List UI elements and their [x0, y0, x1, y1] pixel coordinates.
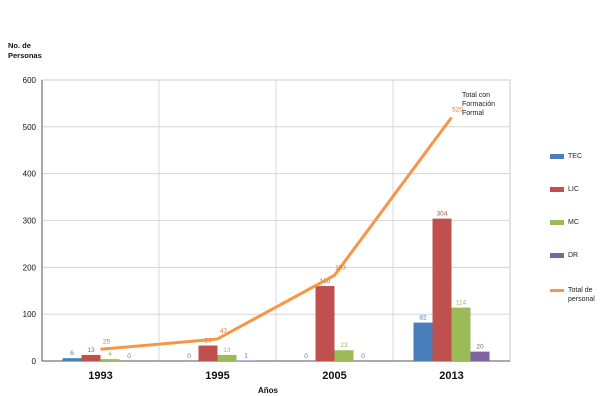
- bar-data-label: 304: [437, 211, 448, 218]
- line-annotation: Total con Formación Formal: [462, 92, 496, 117]
- y-tick-label: 300: [23, 217, 37, 226]
- legend-label: LIC: [568, 186, 579, 193]
- bar-lic: [81, 354, 101, 361]
- bar-data-label: 82: [419, 315, 427, 322]
- bar-data-label: 0: [127, 353, 131, 360]
- bar-data-label: 114: [456, 300, 467, 307]
- bar-data-label: 0: [361, 353, 365, 360]
- legend-item: DR: [550, 251, 578, 260]
- bar-tec: [413, 322, 433, 361]
- bar-lic: [198, 345, 218, 361]
- total-line: [100, 116, 453, 351]
- y-tick-label: 200: [23, 263, 37, 272]
- y-tick-label: 500: [23, 123, 37, 132]
- bar-dr: [470, 351, 490, 361]
- line-data-label: 183: [335, 264, 346, 271]
- bar-data-label: 0: [304, 353, 308, 360]
- x-tick-label: 2005: [322, 370, 346, 382]
- bar-mc: [100, 359, 120, 361]
- legend-item: Total de personal: [550, 286, 595, 304]
- x-axis-title: Años: [258, 386, 278, 395]
- x-tick-label: 2013: [439, 370, 463, 382]
- bar-mc: [451, 307, 471, 361]
- bar-data-label: 20: [476, 344, 484, 351]
- legend-item: LIC: [550, 185, 579, 194]
- legend-label: DR: [568, 252, 579, 259]
- legend-label: MC: [568, 219, 579, 226]
- bar-lic: [315, 286, 335, 361]
- bar-lic: [432, 218, 452, 361]
- y-tick-label: 600: [23, 76, 37, 85]
- line-data-label: 47: [220, 328, 228, 335]
- legend-item: MC: [550, 218, 579, 227]
- bar-mc: [334, 350, 354, 361]
- bar-tec: [62, 358, 82, 361]
- bar-data-label: 13: [87, 347, 95, 354]
- y-tick-label: 100: [23, 310, 37, 319]
- line-data-label: 520: [452, 106, 463, 113]
- bar-data-label: 4: [108, 351, 112, 358]
- bar-data-label: 1: [244, 353, 248, 360]
- bar-mc: [217, 354, 237, 361]
- legend-swatch: [550, 289, 564, 292]
- y-axis-title: No. de Personas: [8, 41, 42, 60]
- x-tick-label: 1995: [205, 370, 229, 382]
- legend-item: TEC: [550, 152, 582, 161]
- bar-data-label: 13: [223, 347, 231, 354]
- legend-swatch: [550, 187, 564, 192]
- x-tick-label: 1993: [88, 370, 112, 382]
- legend-swatch: [550, 253, 564, 258]
- bar-data-label: 6: [70, 350, 74, 357]
- bar-data-label: 0: [187, 353, 191, 360]
- y-tick-label: 400: [23, 170, 37, 179]
- bar-data-label: 23: [340, 342, 348, 349]
- legend-swatch: [550, 220, 564, 225]
- legend-swatch: [550, 154, 564, 159]
- legend-label: Total de personal: [568, 287, 595, 303]
- y-tick-label: 0: [32, 357, 37, 366]
- line-data-label: 25: [103, 338, 111, 345]
- legend-label: TEC: [568, 153, 582, 160]
